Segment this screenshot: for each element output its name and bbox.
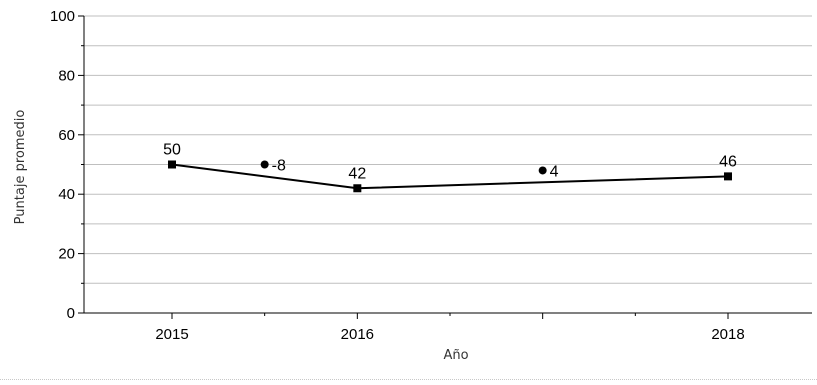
- data-point-marker: [724, 172, 732, 181]
- annotation-marker: [260, 160, 269, 169]
- change-annotations: -8 4: [260, 158, 559, 180]
- grid-lines: [84, 15, 812, 284]
- bottom-divider: [0, 379, 817, 380]
- x-tick-label: 2016: [341, 326, 374, 343]
- series-line: [171, 163, 729, 190]
- y-axis-ticks: 0 20 40 60 80 100: [50, 8, 84, 322]
- x-axis-title: Año: [443, 348, 468, 363]
- x-tick-label: 2015: [155, 326, 188, 343]
- data-point-marker: [168, 160, 176, 169]
- annotation-label: -8: [272, 158, 286, 175]
- data-label: 50: [163, 142, 181, 159]
- annotation-label: 4: [550, 163, 559, 180]
- y-tick-label: 60: [58, 127, 75, 144]
- x-tick-label: 2018: [711, 326, 744, 343]
- series-group: 50 42 46: [163, 142, 737, 193]
- y-axis-title: Puntaje promedio: [13, 110, 28, 225]
- data-label: 46: [719, 153, 737, 170]
- y-tick-label: 100: [50, 8, 75, 25]
- x-axis-ticks: 2015 2016 2018: [155, 313, 745, 343]
- data-point-marker: [353, 184, 362, 193]
- annotation-marker: [538, 166, 547, 175]
- y-tick-label: 80: [58, 67, 75, 84]
- data-label: 42: [348, 165, 366, 182]
- y-tick-label: 40: [58, 186, 75, 203]
- y-tick-label: 20: [58, 246, 75, 263]
- y-tick-label: 0: [67, 305, 75, 322]
